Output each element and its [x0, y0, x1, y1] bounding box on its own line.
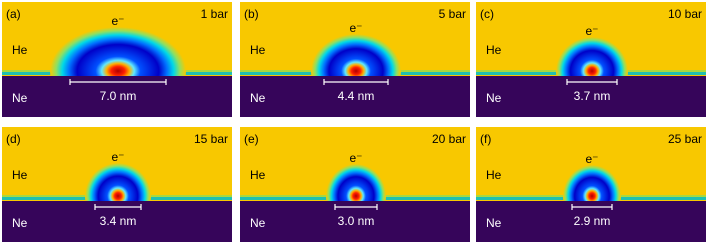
upper-gas: He	[12, 168, 28, 182]
bubble-width: 7.0 nm	[100, 89, 137, 103]
lower-gas: Ne	[250, 216, 266, 230]
panel: (c) 10 bar He Ne e⁻ 3.7 nm	[476, 2, 706, 117]
upper-gas: He	[486, 43, 502, 57]
pressure: 10 bar	[668, 7, 702, 21]
upper-gas: He	[250, 168, 266, 182]
pressure: 15 bar	[194, 132, 228, 146]
bubble-width: 3.0 nm	[338, 214, 375, 228]
electron-label: e⁻	[111, 150, 124, 164]
electron-label: e⁻	[111, 14, 124, 28]
panel: (b) 5 bar He Ne e⁻ 4.4 nm	[240, 2, 470, 117]
pressure: 25 bar	[668, 132, 702, 146]
panel: (a) 1 bar He Ne e⁻ 7.0 nm	[2, 2, 232, 117]
electron-label: e⁻	[349, 151, 362, 165]
neon-region	[476, 76, 706, 117]
neon-region	[240, 76, 470, 117]
neon-region	[2, 201, 232, 242]
neon-region	[476, 201, 706, 242]
panel: (f) 25 bar He Ne e⁻ 2.9 nm	[476, 127, 706, 242]
lower-gas: Ne	[12, 216, 28, 230]
electron-label: e⁻	[349, 21, 362, 35]
bubble-width: 3.4 nm	[100, 214, 137, 228]
upper-gas: He	[486, 168, 502, 182]
panel-label: (a)	[6, 7, 21, 21]
lower-gas: Ne	[250, 91, 266, 105]
electron-label: e⁻	[585, 24, 598, 38]
panel-label: (e)	[244, 132, 259, 146]
lower-gas: Ne	[486, 216, 502, 230]
bubble-width: 4.4 nm	[338, 89, 375, 103]
panel-label: (c)	[480, 7, 494, 21]
panel: (e) 20 bar He Ne e⁻ 3.0 nm	[240, 127, 470, 242]
lower-gas: Ne	[12, 91, 28, 105]
pressure: 1 bar	[201, 7, 228, 21]
panel-label: (d)	[6, 132, 21, 146]
lower-gas: Ne	[486, 91, 502, 105]
bubble-width: 3.7 nm	[574, 89, 611, 103]
pressure: 5 bar	[439, 7, 466, 21]
panel: (d) 15 bar He Ne e⁻ 3.4 nm	[2, 127, 232, 242]
pressure: 20 bar	[432, 132, 466, 146]
electron-label: e⁻	[585, 152, 598, 166]
bubble-width: 2.9 nm	[574, 214, 611, 228]
panel-label: (b)	[244, 7, 259, 21]
neon-region	[2, 76, 232, 117]
panel-label: (f)	[480, 132, 491, 146]
neon-region	[240, 201, 470, 242]
upper-gas: He	[250, 43, 266, 57]
upper-gas: He	[12, 43, 28, 57]
